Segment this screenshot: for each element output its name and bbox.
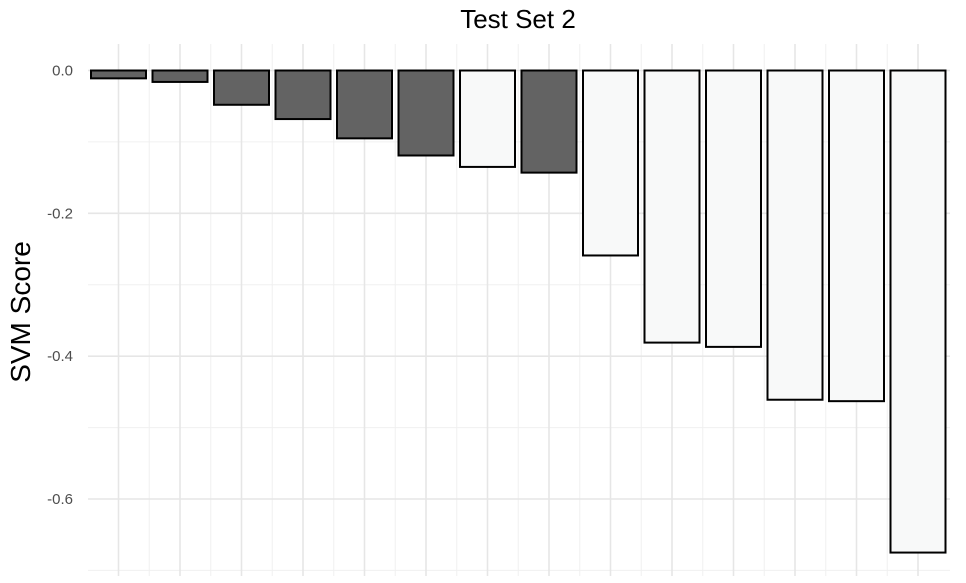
bar — [90, 69, 147, 80]
y-tick-label: 0.0 — [52, 63, 73, 80]
bar — [582, 69, 639, 257]
bar — [520, 69, 578, 174]
bar — [151, 69, 209, 83]
bar — [274, 69, 332, 121]
bar — [397, 69, 455, 157]
y-axis-label: SVM Score — [5, 241, 36, 383]
bar — [766, 69, 824, 401]
bar — [643, 69, 701, 344]
bar — [828, 69, 885, 403]
y-tick-label: -0.4 — [47, 348, 73, 365]
bars — [90, 69, 947, 554]
y-tick-label: -0.6 — [47, 491, 73, 508]
bar — [213, 69, 270, 106]
y-tick-label: -0.2 — [47, 205, 73, 222]
bar — [459, 69, 516, 168]
y-axis-ticks: 0.0 -0.2 -0.4 -0.6 — [47, 63, 73, 509]
bar — [889, 69, 947, 554]
chart-title: Test Set 2 — [460, 4, 576, 34]
bar — [705, 69, 762, 348]
bar — [336, 69, 393, 140]
